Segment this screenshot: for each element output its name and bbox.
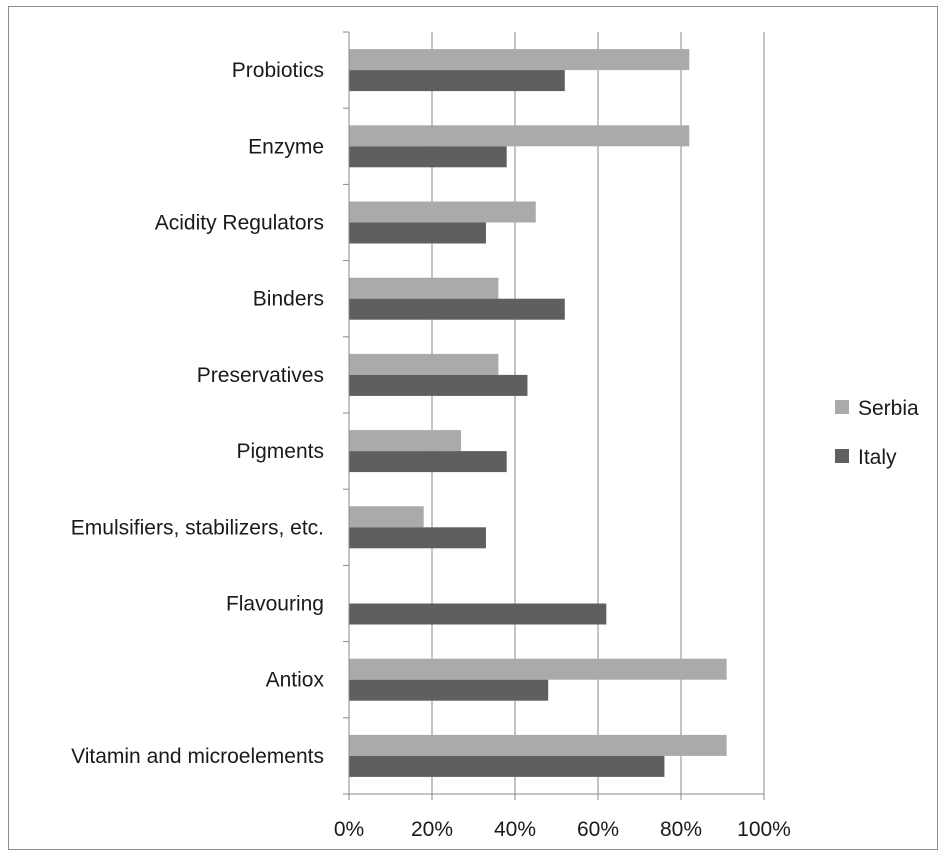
bar-italy [349,222,486,244]
category-labels: Probiotics Enzyme Acidity Regulators Binder… [71,59,325,768]
category-label: Binders [253,288,324,311]
legend-swatch-serbia [835,400,849,414]
bar-italy [349,603,607,625]
category-label: Antiox [266,669,325,692]
category-label: Emulsifiers, stabilizers, etc. [71,516,324,539]
bar-serbia [349,277,499,299]
bars [349,49,727,777]
category-label: Enzyme [248,135,324,158]
x-tick-label: 80% [660,818,702,841]
x-tick-label: 100% [737,818,791,841]
x-tick-label: 0% [334,818,364,841]
bar-serbia [349,49,690,71]
category-label: Preservatives [197,364,324,387]
legend: Serbia Italy [835,397,919,469]
bar-italy [349,146,507,168]
bar-serbia [349,201,536,223]
bar-italy [349,70,565,92]
bar-serbia [349,658,727,680]
bar-italy [349,374,528,396]
bar-italy [349,451,507,473]
x-tick-labels: 0% 20% 40% 60% 80% 100% [334,818,791,841]
bar-italy [349,755,665,777]
category-label: Acidity Regulators [155,212,324,235]
bar-serbia [349,430,462,452]
bar-italy [349,527,486,549]
bar-italy [349,679,549,701]
bar-serbia [349,125,690,147]
x-tick-label: 40% [494,818,536,841]
x-tick-label: 60% [577,818,619,841]
category-label: Vitamin and microelements [71,745,324,768]
legend-label-serbia: Serbia [858,397,919,420]
category-label: Pigments [236,440,324,463]
bar-serbia [349,353,499,375]
legend-label-italy: Italy [858,446,897,469]
bar-serbia [349,734,727,756]
x-tick-label: 20% [411,818,453,841]
legend-swatch-italy [835,449,849,463]
category-label: Flavouring [226,593,324,616]
y-axis [343,31,765,800]
category-label: Probiotics [232,59,324,82]
bar-italy [349,298,565,320]
bar-serbia [349,506,424,528]
